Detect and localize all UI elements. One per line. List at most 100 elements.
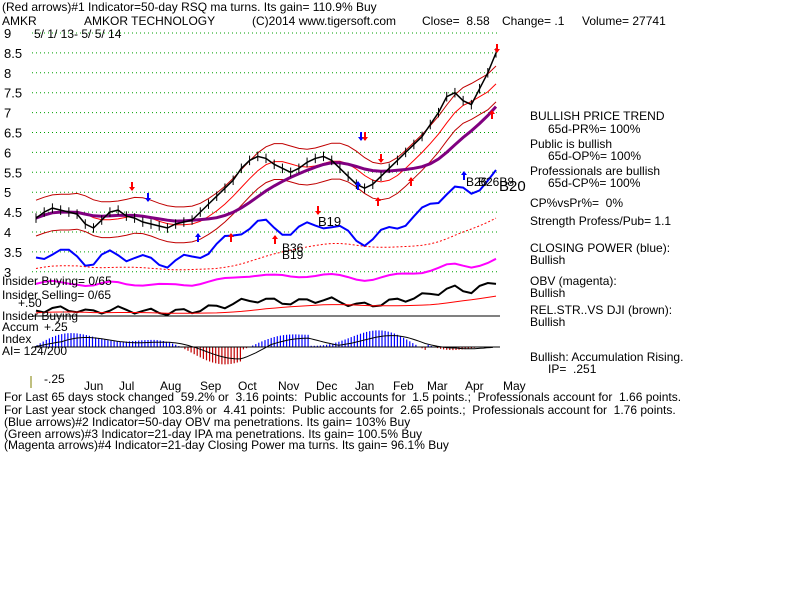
x-tick-label: Mar [427, 379, 448, 393]
x-axis-labels: Jun Jul Aug Sep Oct Nov Dec Jan Feb Mar Apr May [84, 379, 526, 393]
company-name: AMKOR TECHNOLOGY [84, 14, 216, 28]
arrow-down-icon [378, 154, 384, 163]
op-value: 65d-OP%= 100% [548, 149, 642, 163]
upper-band-line [35, 65, 497, 208]
volume-value: Volume= 27741 [582, 14, 666, 28]
arrow-up-icon [408, 177, 414, 186]
x-tick-label: Nov [278, 379, 299, 393]
ip-value: IP= .251 [548, 362, 597, 376]
professionals-status: Professionals are bullish [530, 164, 661, 178]
closing-power-line [35, 169, 497, 269]
y-tick-label: 7 [4, 106, 11, 121]
pr-value: 65d-PR%= 100% [548, 122, 641, 136]
cpvspr-value: CP%vsPr%= 0% [530, 196, 624, 210]
obv-line [35, 257, 497, 288]
footer-blue-arrows: (Blue arrows)#2 Indicator=50-day OBV ma … [4, 415, 411, 429]
y-tick-label: 3 [4, 265, 11, 280]
ai-value: AI= 124/200 [2, 344, 68, 358]
x-tick-label: Oct [238, 379, 257, 393]
annotation-b19-b: B19 [318, 214, 341, 229]
relstr-status: Bullish [530, 315, 566, 329]
x-tick-label: Apr [465, 379, 484, 393]
date-range: 5/ 1/ 13- 5/ 5/ 14 [34, 27, 122, 41]
y-tick-label: 8.5 [4, 46, 22, 61]
annotation-b20: B20 [499, 178, 526, 195]
y-tick-label: 8 [4, 66, 11, 81]
relstr-label: REL.STR..VS DJI (brown): [530, 303, 673, 317]
x-tick-label: Jul [119, 379, 134, 393]
arrow-up-icon [355, 181, 361, 190]
y-axis-ticks: 9 8.5 8 7.5 7 6.5 6 5.5 5 4.5 4 3.5 3 [4, 26, 22, 280]
footer-green-arrows: (Green arrows)#3 Indicator=21-day IPA ma… [4, 427, 423, 441]
insider-buying-ratio: Insider Buying= 0/65 [2, 274, 112, 288]
strength-value: Strength Profess/Pub= 1.1 [530, 214, 672, 228]
public-status: Public is bullish [530, 137, 613, 151]
relative-strength-ma-line [35, 295, 497, 314]
signal-arrows [129, 44, 500, 244]
closing-power-label: CLOSING POWER (blue): [530, 241, 671, 255]
price-grid [32, 32, 500, 273]
x-tick-label: Aug [160, 379, 181, 393]
index-label: Index [2, 332, 32, 346]
copyright-text: (C)2014 www.tigersoft.com [252, 14, 397, 28]
arrow-up-icon [375, 197, 381, 206]
accum-plus25: +.25 [44, 320, 68, 334]
annotation-b19-a: B19 [282, 248, 304, 262]
y-tick-label: 5 [4, 185, 11, 200]
y-tick-label: 3.5 [4, 245, 22, 260]
x-tick-label: Sep [200, 379, 222, 393]
footer-line-65days: For Last 65 days stock changed 59.2% or … [4, 390, 682, 404]
y-tick-label: 5.5 [4, 165, 22, 180]
purple-ma-line [35, 105, 498, 223]
y-tick-label: 4.5 [4, 205, 22, 220]
x-tick-label: Feb [393, 379, 414, 393]
annotation-b26b8: B26B8 [478, 175, 514, 189]
price-bars [35, 48, 497, 233]
y-tick-label: 4 [4, 225, 11, 240]
arrow-down-icon [362, 132, 368, 141]
x-tick-label: Jun [84, 379, 103, 393]
annotation-b36: B36 [282, 241, 304, 255]
accumulation-ma-line [33, 335, 493, 360]
relative-strength-line [35, 281, 497, 316]
arrow-down-icon [494, 44, 500, 53]
x-tick-label: Dec [316, 379, 337, 393]
arrow-up-icon [461, 171, 467, 180]
accumulation-status: Bullish: Accumulation Rising. [530, 350, 684, 364]
x-tick-label: Jan [355, 379, 374, 393]
annotation-b26: B26 [466, 175, 488, 189]
arrow-up-icon [489, 110, 495, 119]
footer-magenta-arrows: (Magenta arrows)#4 Indicator=21-day Clos… [4, 438, 449, 452]
close-value: Close= 8.58 [422, 14, 490, 28]
arrow-up-icon [228, 233, 234, 242]
accumulation-histogram [36, 330, 491, 365]
accum-plus50: +.50 [18, 296, 42, 310]
y-tick-label: 6 [4, 145, 11, 160]
accum-label: Accum [2, 320, 39, 334]
header-indicator-line: (Red arrows)#1 Indicator=50-day RSQ ma t… [2, 0, 377, 14]
lower-band-line [35, 101, 497, 244]
arrow-down-icon [145, 193, 151, 202]
insider-buying-label: Insider Buying [2, 309, 79, 323]
ticker-symbol: AMKR [2, 14, 37, 28]
trend-title: BULLISH PRICE TREND [530, 109, 665, 123]
y-tick-label: 7.5 [4, 86, 22, 101]
obv-status: Bullish [530, 286, 566, 300]
cp-value: 65d-CP%= 100% [548, 176, 641, 190]
closing-power-ma-line [35, 217, 497, 271]
footer-line-year: For Last year stock changed 103.8% or 4.… [4, 403, 676, 417]
y-tick-label: 9 [4, 26, 11, 41]
red-ma-line [35, 83, 497, 226]
obv-label: OBV (magenta): [530, 274, 617, 288]
arrow-up-icon [272, 235, 278, 244]
arrow-down-icon [358, 132, 364, 141]
y-tick-label: 6.5 [4, 126, 22, 141]
x-tick-label: May [503, 379, 526, 393]
accum-minus25: -.25 [44, 372, 65, 386]
closing-power-status: Bullish [530, 253, 566, 267]
insider-selling-ratio: Insider Selling= 0/65 [2, 288, 112, 302]
arrow-up-icon [195, 233, 201, 242]
change-value: Change= .1 [502, 14, 565, 28]
arrow-down-icon [129, 182, 135, 191]
